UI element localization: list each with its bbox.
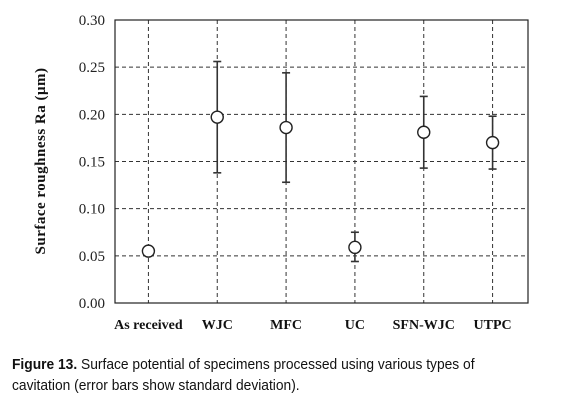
grid-lines xyxy=(115,20,528,303)
y-tick-label: 0.15 xyxy=(79,155,105,171)
data-point xyxy=(348,240,362,255)
figure-caption: Figure 13. Surface potential of specimen… xyxy=(12,354,520,396)
y-tick-label: 0.05 xyxy=(79,249,105,265)
x-tick-label: WJC xyxy=(202,318,233,333)
plot-frame xyxy=(114,19,529,304)
x-axis-ticks: As received WJC MFC UC SFN-WJC UTPC xyxy=(114,318,512,333)
data-points xyxy=(141,110,500,258)
roughness-chart: 0.00 0.05 0.10 0.15 0.20 0.25 0.30 As received… xyxy=(33,13,529,333)
y-tick-label: 0.00 xyxy=(79,296,105,312)
data-point xyxy=(210,110,224,124)
y-tick-label: 0.30 xyxy=(79,13,105,29)
y-tick-label: 0.25 xyxy=(79,60,105,76)
x-tick-label: UC xyxy=(345,318,365,333)
data-point xyxy=(417,125,431,139)
y-tick-label: 0.10 xyxy=(79,202,105,218)
x-tick-label: MFC xyxy=(270,318,302,333)
caption-lead: Figure 13. xyxy=(12,356,78,373)
y-axis-label: Surface roughness Ra (μm) xyxy=(33,68,49,255)
y-tick-label: 0.20 xyxy=(79,107,105,123)
caption-text: Surface potential of specimens processed… xyxy=(12,356,475,394)
x-tick-label: As received xyxy=(114,318,183,333)
x-tick-label: SFN-WJC xyxy=(393,318,455,333)
data-point xyxy=(279,120,293,135)
data-point xyxy=(141,244,156,258)
x-tick-label: UTPC xyxy=(474,318,512,333)
data-point xyxy=(485,135,500,150)
y-axis-ticks: 0.00 0.05 0.10 0.15 0.20 0.25 0.30 xyxy=(79,13,105,312)
